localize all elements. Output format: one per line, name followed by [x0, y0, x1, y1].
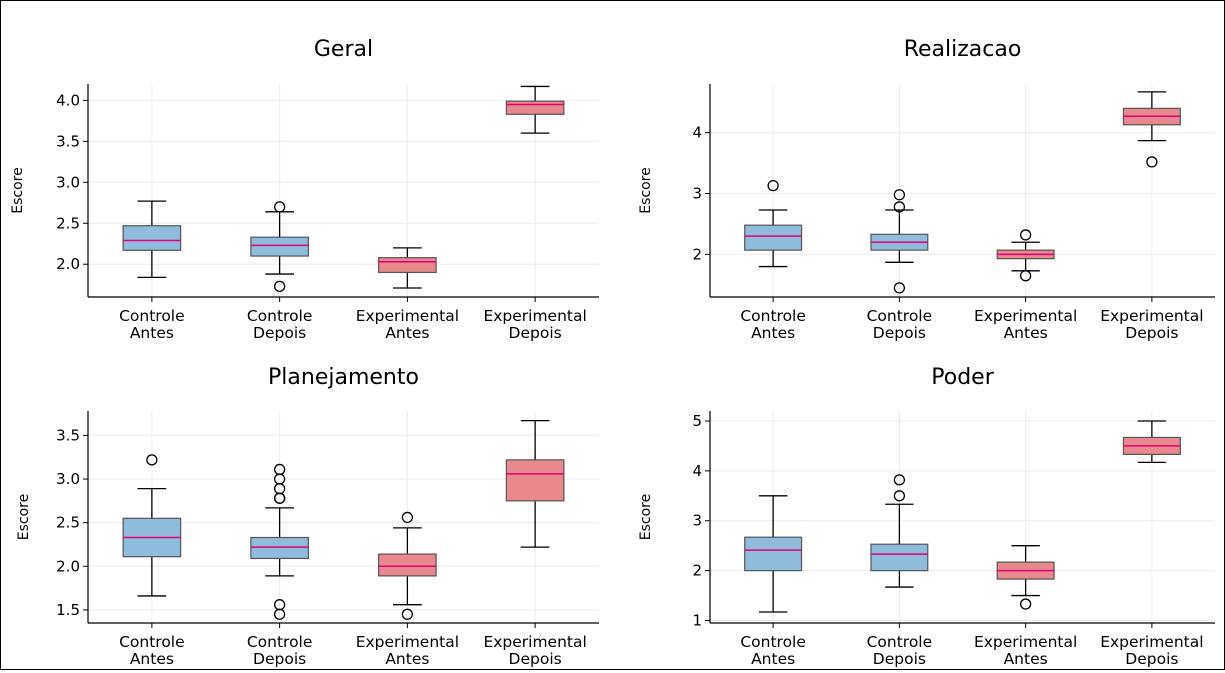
x-tick-label: Experimental Antes	[974, 307, 1077, 342]
panel-2: Planejamento Escore 1.5 2.0 2.5 3.0 3.5 Control…	[16, 365, 599, 668]
y-tick-label: 3.0	[56, 173, 80, 191]
box	[250, 236, 309, 257]
outlier-point	[401, 608, 414, 620]
box	[250, 536, 309, 560]
outlier-point	[146, 454, 158, 466]
outlier-point	[1019, 598, 1032, 610]
y-axis-label: Escore	[16, 494, 32, 540]
y-tick-label: 1.5	[56, 601, 80, 619]
x-tick-label: Experimental Depois	[1100, 307, 1203, 342]
outlier-point	[1019, 229, 1032, 241]
y-axis-label: Escore	[638, 167, 654, 213]
outlier-point	[893, 474, 906, 486]
chart-title: Geral	[314, 37, 373, 62]
panel-3: Poder Escore 1 2 3 4 5 Controle Antes Controle Dep…	[638, 365, 1215, 668]
y-axis-label: Escore	[10, 167, 26, 213]
outlier-point	[273, 201, 286, 213]
x-tick-label: Controle Antes	[740, 633, 806, 668]
x-tick-label: Controle Antes	[119, 633, 185, 668]
x-tick-label: Controle Depois	[867, 633, 933, 668]
y-axis-label: Escore	[638, 494, 654, 540]
y-tick-label: 1	[692, 612, 702, 630]
x-tick-label: Experimental Depois	[483, 633, 586, 668]
y-tick-label: 3.5	[56, 426, 80, 444]
x-tick-label: Controle Depois	[247, 633, 313, 668]
chart-title: Planejamento	[268, 365, 419, 390]
box	[122, 225, 182, 251]
y-tick-label: 2.0	[56, 557, 80, 575]
outlier-point	[273, 608, 286, 620]
panel-1: Realizacao Escore 2 3 4 Controle Antes Controle…	[638, 37, 1215, 342]
box	[505, 459, 565, 502]
y-tick-label: 2	[692, 562, 702, 580]
y-tick-label: 5	[692, 412, 702, 430]
y-tick-label: 2.5	[56, 514, 80, 532]
outlier-point	[893, 201, 906, 213]
y-tick-label: 2.0	[56, 255, 80, 273]
x-tick-label: Experimental Antes	[356, 633, 459, 668]
x-tick-label: Controle Antes	[119, 307, 185, 342]
y-tick-label: 3	[692, 185, 702, 203]
outlier-point	[893, 282, 906, 294]
y-tick-label: 4	[692, 124, 702, 142]
y-tick-label: 4	[692, 462, 702, 480]
outlier-point	[1019, 270, 1032, 282]
y-tick-label: 2	[692, 245, 702, 263]
box	[378, 553, 437, 577]
outlier-point	[893, 189, 906, 201]
panel-0: Geral 2.0 2.5 3.0 3.5 4.0 Controle Antes Control…	[56, 37, 599, 342]
y-tick-label: 3.0	[56, 470, 80, 488]
box	[744, 536, 803, 572]
outlier-point	[273, 280, 286, 293]
y-tick-label: 2.5	[56, 214, 80, 232]
y-tick-label: 3	[692, 512, 702, 530]
x-tick-label: Experimental Depois	[483, 307, 586, 342]
y-tick-label: 4.0	[56, 91, 80, 109]
y-tick-label: 3.5	[56, 132, 80, 150]
outlier-point	[273, 492, 286, 504]
x-tick-label: Controle Depois	[247, 307, 313, 342]
box	[870, 543, 929, 572]
chart-title: Realizacao	[904, 37, 1022, 62]
box	[505, 100, 565, 115]
outlier-point	[767, 179, 779, 192]
x-tick-label: Experimental Antes	[356, 307, 459, 342]
x-tick-label: Experimental Antes	[974, 633, 1077, 668]
x-tick-label: Experimental Depois	[1100, 633, 1203, 668]
box	[744, 224, 803, 251]
outlier-point	[401, 511, 414, 524]
outlier-point	[1146, 156, 1158, 168]
chart-title: Poder	[931, 365, 994, 390]
box	[378, 257, 437, 274]
x-tick-label: Controle Antes	[740, 307, 806, 342]
outlier-point	[893, 490, 906, 502]
x-tick-label: Controle Depois	[867, 307, 933, 342]
